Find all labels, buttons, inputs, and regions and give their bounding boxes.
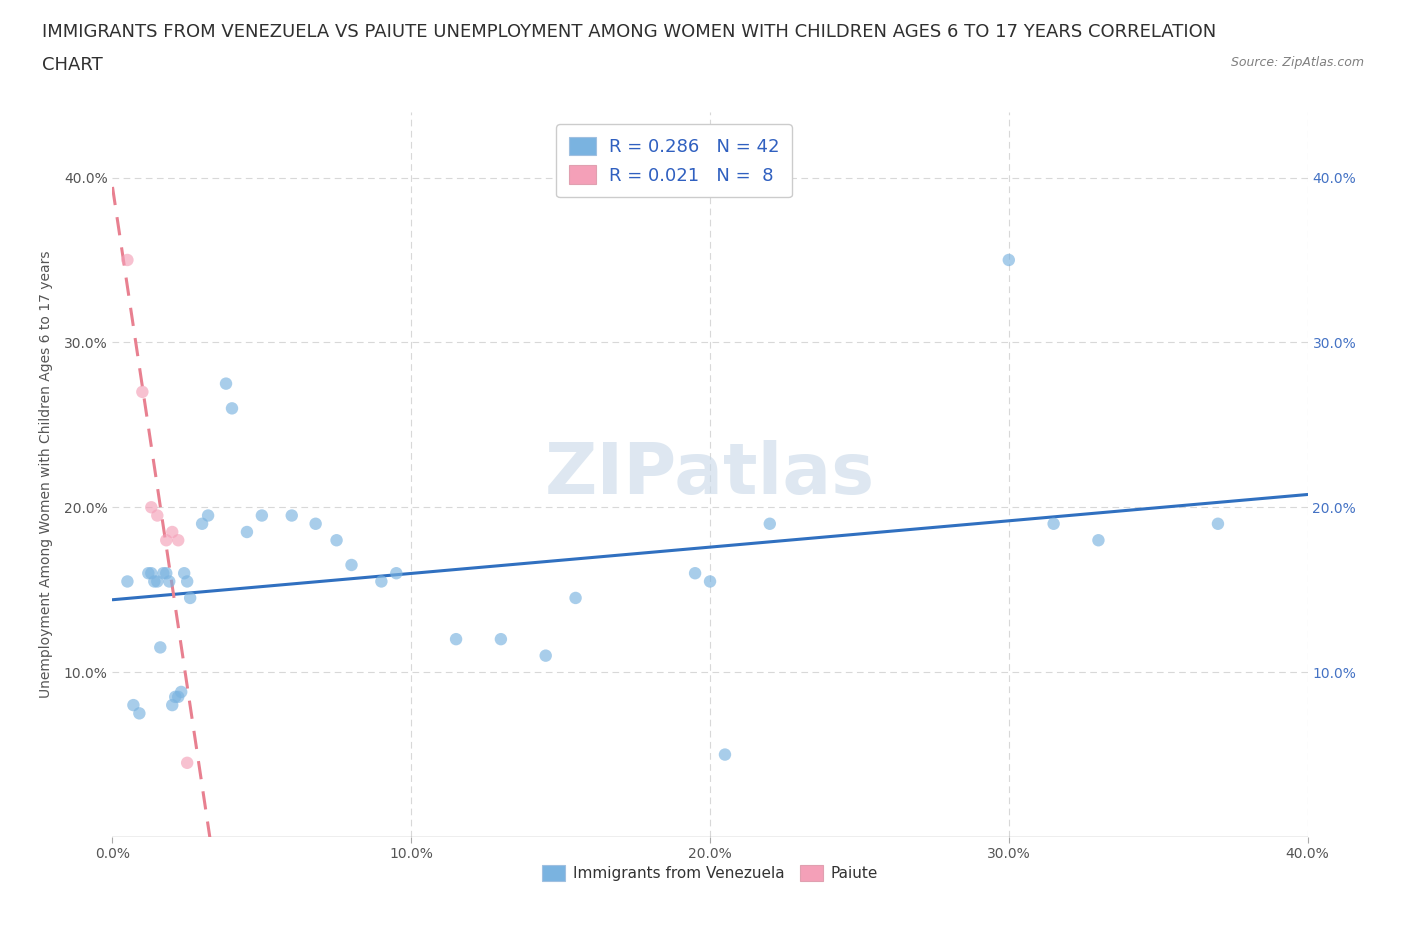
Point [128, 706, 150, 721]
Point [170, 684, 193, 699]
Point [444, 631, 467, 646]
Point [236, 525, 259, 539]
Point [1087, 533, 1109, 548]
Point [250, 508, 273, 523]
Point [281, 508, 304, 523]
Text: CHART: CHART [42, 56, 103, 73]
Point [155, 533, 177, 548]
Point [152, 565, 174, 580]
Point [385, 565, 408, 580]
Point [146, 508, 169, 523]
Point [714, 747, 737, 762]
Point [340, 557, 363, 572]
Point [117, 574, 139, 589]
Point [167, 689, 190, 704]
Point [1206, 516, 1229, 531]
Point [162, 525, 183, 539]
Point [122, 698, 145, 712]
Text: IMMIGRANTS FROM VENEZUELA VS PAIUTE UNEMPLOYMENT AMONG WOMEN WITH CHILDREN AGES : IMMIGRANTS FROM VENEZUELA VS PAIUTE UNEM… [42, 23, 1216, 41]
Point [564, 591, 586, 605]
Point [167, 533, 190, 548]
Point [155, 565, 177, 580]
Point [998, 253, 1021, 268]
Point [146, 574, 169, 589]
Point [138, 565, 160, 580]
Point [221, 401, 243, 416]
Point [699, 574, 721, 589]
Point [179, 591, 201, 605]
Point [191, 516, 214, 531]
Point [157, 574, 180, 589]
Point [176, 755, 198, 770]
Text: Source: ZipAtlas.com: Source: ZipAtlas.com [1230, 56, 1364, 69]
Point [141, 565, 163, 580]
Point [215, 376, 238, 391]
Point [683, 565, 706, 580]
Point [325, 533, 347, 548]
Point [162, 698, 183, 712]
Point [370, 574, 392, 589]
Point [165, 689, 187, 704]
Point [176, 574, 198, 589]
Legend: Immigrants from Venezuela, Paiute: Immigrants from Venezuela, Paiute [536, 859, 884, 887]
Point [197, 508, 219, 523]
Point [173, 565, 195, 580]
Point [305, 516, 328, 531]
Point [489, 631, 512, 646]
Y-axis label: Unemployment Among Women with Children Ages 6 to 17 years: Unemployment Among Women with Children A… [38, 250, 52, 698]
Point [534, 648, 557, 663]
Point [117, 253, 139, 268]
Point [143, 574, 166, 589]
Point [1042, 516, 1064, 531]
Point [149, 640, 172, 655]
Text: ZIPatlas: ZIPatlas [546, 440, 875, 509]
Point [141, 499, 163, 514]
Point [759, 516, 782, 531]
Point [131, 384, 153, 399]
